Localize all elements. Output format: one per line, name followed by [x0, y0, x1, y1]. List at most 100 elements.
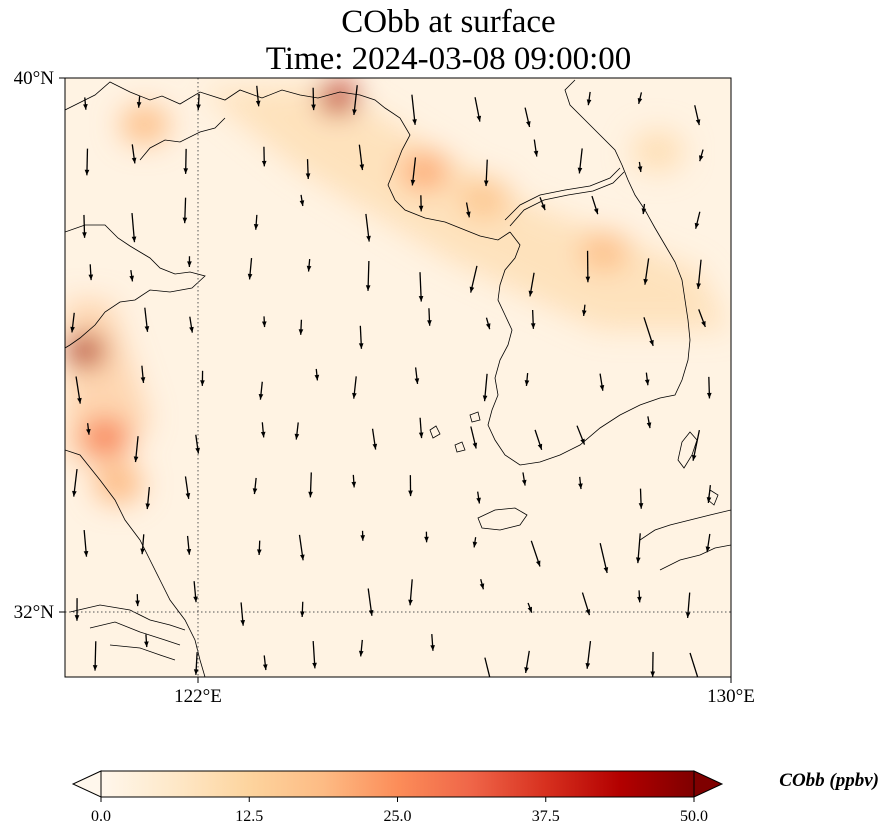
- plume-hotspot: [631, 130, 684, 172]
- colorbar-tick-label: 25.0: [384, 808, 412, 825]
- wind-arrow-head: [408, 490, 413, 497]
- wind-arrow-head: [412, 119, 417, 125]
- wind-arrow-head: [482, 395, 488, 402]
- wind-arrow-head: [580, 438, 585, 445]
- wind-arrow-head: [70, 326, 75, 333]
- wind-arrow-head: [86, 428, 91, 435]
- wind-arrow-head: [603, 567, 609, 573]
- wind-arrow-head: [418, 295, 424, 302]
- wind-arrow-head: [261, 160, 267, 167]
- map-subtitle: Time: 2024-03-08 09:00:00: [265, 41, 632, 77]
- wind-arrow-head: [312, 662, 317, 669]
- wind-arrow-head: [530, 323, 536, 329]
- wind-arrow-head: [255, 100, 261, 107]
- wind-arrow-head: [193, 669, 199, 675]
- wind-arrow-head: [372, 443, 378, 450]
- map-title: CObb at surface: [341, 4, 556, 40]
- wind-arrow-head: [260, 431, 266, 438]
- wind-arrow-head: [359, 164, 365, 171]
- colorbar-gradient: [100, 770, 695, 798]
- wind-arrow-head: [706, 497, 712, 503]
- wind-arrow-head: [578, 483, 583, 490]
- wind-arrow-head: [182, 217, 188, 224]
- wind-arrow-head: [77, 397, 82, 404]
- wind-arrow-head: [535, 560, 541, 567]
- plume-hotspot: [120, 105, 170, 144]
- lat-tick-label-32: 32°N: [14, 602, 55, 623]
- wind-arrow-head: [581, 310, 587, 316]
- lon-tick-label-122: 122°E: [174, 686, 222, 707]
- wind-arrow-head: [299, 200, 305, 207]
- wind-arrow-head: [129, 275, 134, 282]
- wind-arrow-head: [466, 211, 471, 218]
- axis-ticks: [59, 77, 732, 683]
- wind-arrow-head: [253, 224, 259, 230]
- wind-arrow-head: [643, 278, 649, 285]
- wind-arrow-head: [131, 236, 137, 243]
- wind-arrow-head: [83, 551, 89, 557]
- wind-arrow-head: [705, 546, 711, 553]
- wind-arrow-head: [360, 535, 366, 541]
- wind-arrow-head: [200, 380, 205, 386]
- wind-arrow-head: [528, 290, 534, 297]
- wind-arrow-head: [84, 169, 90, 176]
- concentration-field: [65, 82, 730, 503]
- wind-arrow-head: [586, 99, 592, 106]
- wind-arrow-head: [186, 548, 192, 555]
- wind-arrow-head: [82, 232, 87, 238]
- wind-arrow-head: [706, 392, 712, 399]
- wind-arrow-head: [352, 109, 357, 115]
- wind-arrow-head: [358, 343, 364, 349]
- wind-arrow-head: [526, 121, 531, 128]
- colorbar-extend-max: [693, 770, 724, 798]
- wind-arrow-head: [638, 503, 644, 509]
- plume-hotspot: [400, 152, 449, 190]
- wind-arrow-head: [196, 104, 201, 110]
- wind-arrow-head: [72, 490, 77, 497]
- wind-arrow-head: [133, 456, 139, 463]
- wind-arrow-head: [305, 173, 311, 179]
- wind-arrow-head: [540, 204, 546, 211]
- wind-arrow-head: [485, 323, 491, 330]
- colorbar-extend-min: [71, 770, 102, 798]
- wind-arrow-head: [311, 104, 316, 111]
- wind-arrow-head: [637, 97, 643, 104]
- wind-arrow-head: [527, 606, 533, 613]
- wind-arrow-head: [694, 222, 700, 229]
- wind-arrow-head: [650, 671, 656, 677]
- wind-arrow-head: [308, 491, 313, 498]
- wind-arrow-head: [368, 610, 374, 616]
- wind-arrow-head: [195, 447, 200, 454]
- wind-arrow: [484, 657, 491, 677]
- plume-hotspot: [318, 82, 358, 114]
- wind-arrow-head: [298, 329, 304, 335]
- wind-arrow-head: [258, 393, 264, 400]
- wind-arrow-head: [240, 620, 246, 626]
- wind-arrow-head: [365, 285, 371, 291]
- wind-arrow-head: [262, 664, 268, 671]
- plume-hotspot: [459, 178, 510, 218]
- wind-arrow-head: [521, 479, 527, 486]
- wind-arrow: [689, 652, 699, 677]
- wind-arrow-head: [414, 378, 420, 384]
- wind-arrow-head: [131, 157, 137, 164]
- colorbar: 0.0 12.5 25.0 37.5 50.0: [71, 770, 724, 825]
- wind-arrow-head: [135, 600, 140, 607]
- wind-arrow-head: [261, 321, 267, 328]
- wind-arrow-head: [476, 115, 482, 122]
- wind-arrow-head: [351, 481, 357, 488]
- wind-arrow-head: [74, 615, 80, 621]
- wind-arrow-head: [92, 665, 98, 671]
- wind-arrow-head: [585, 276, 591, 283]
- wind-arrow-head: [699, 155, 704, 162]
- colorbar-tick-label: 37.5: [532, 808, 560, 825]
- wind-arrow-head: [585, 662, 591, 669]
- gridlines: [65, 78, 731, 677]
- wind-arrow-head: [247, 273, 253, 280]
- wind-arrow-head: [593, 208, 599, 215]
- plume-hotspot: [579, 231, 629, 271]
- colorbar-tick-label: 50.0: [680, 808, 708, 825]
- wind-arrow-head: [189, 326, 194, 333]
- wind-arrow-head: [314, 374, 320, 381]
